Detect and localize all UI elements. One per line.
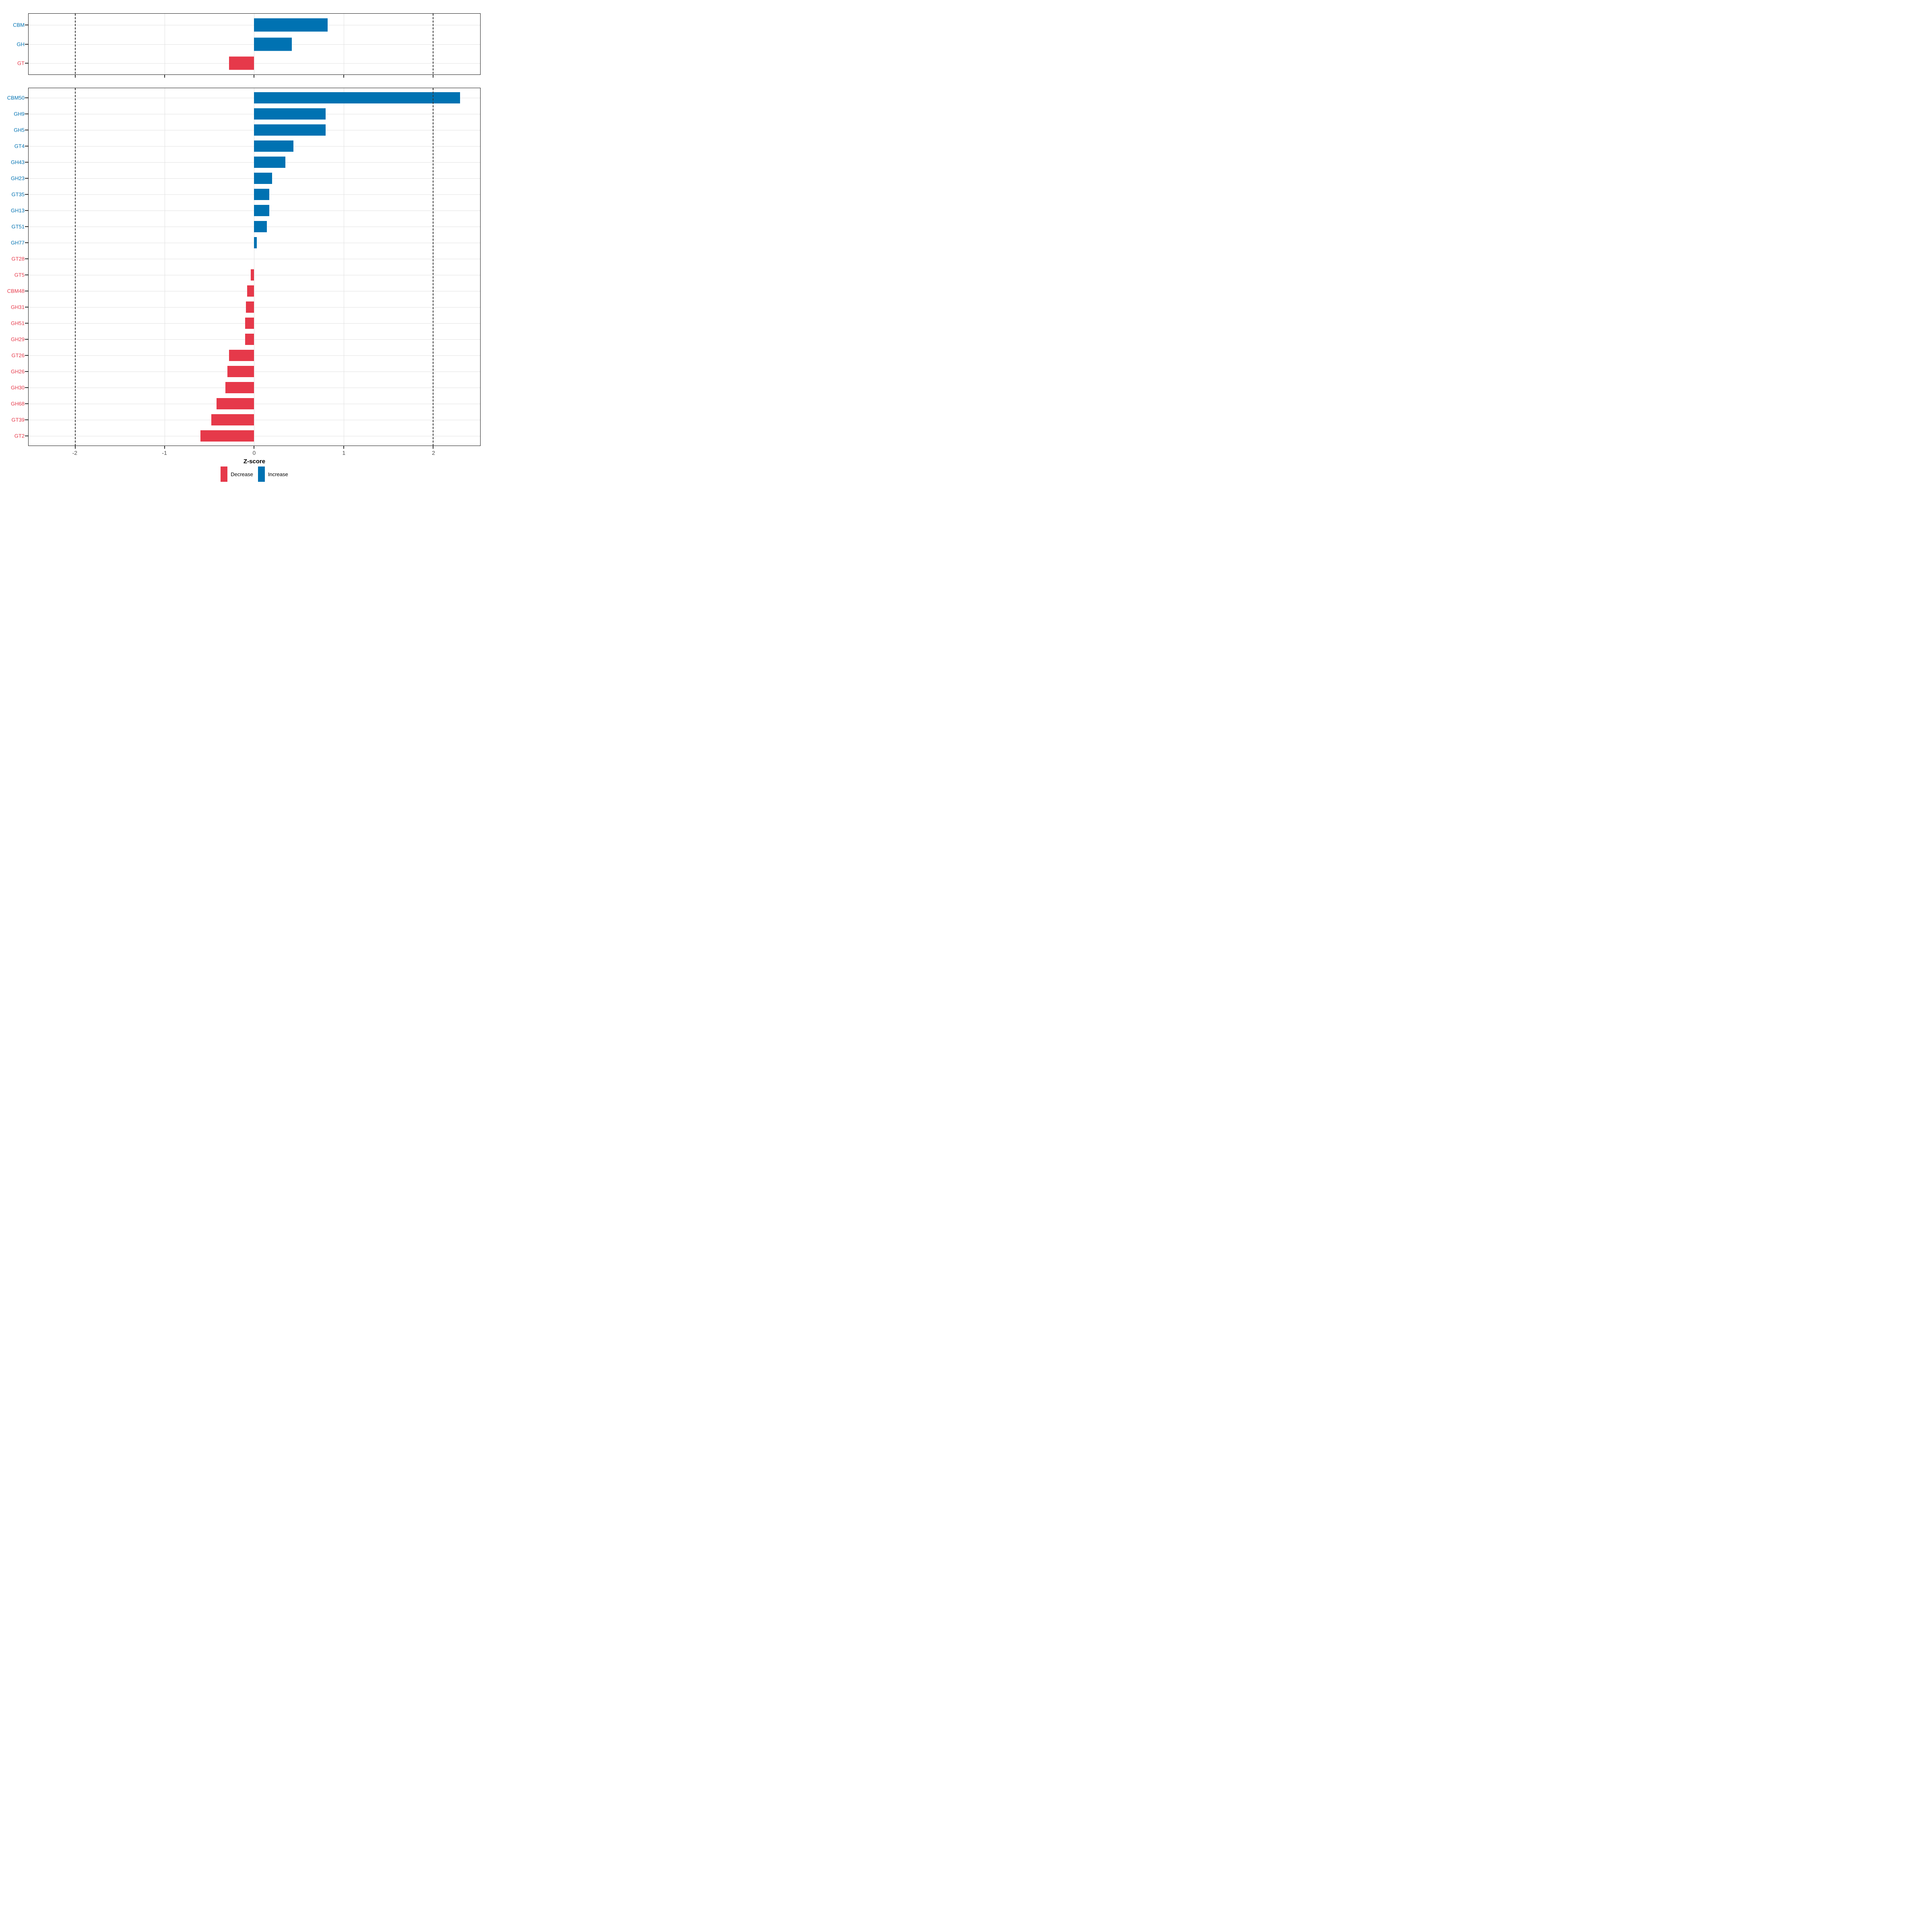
category-label: CBM50 bbox=[7, 95, 25, 101]
y-axis-tick bbox=[25, 371, 28, 372]
bar bbox=[200, 430, 254, 442]
legend-item-decrease: Decrease bbox=[221, 466, 253, 482]
x-axis-tick-label: -1 bbox=[162, 450, 167, 456]
bar bbox=[254, 92, 460, 103]
y-axis-tick bbox=[25, 355, 28, 356]
category-label: GH77 bbox=[11, 239, 25, 246]
bar bbox=[254, 124, 326, 136]
x-axis-tick bbox=[74, 446, 76, 449]
x-axis-tick-label: 0 bbox=[252, 450, 256, 456]
bar bbox=[229, 56, 254, 70]
panel-enzyme-class-summary: CBM GH GT bbox=[13, 13, 481, 78]
legend-label-decrease: Decrease bbox=[231, 471, 253, 477]
bar bbox=[254, 140, 294, 152]
bar bbox=[245, 334, 254, 345]
x-axis-title: Z-score bbox=[243, 458, 266, 465]
category-label: GT39 bbox=[11, 417, 25, 423]
category-label: GT26 bbox=[11, 352, 25, 359]
category-label: GT35 bbox=[11, 191, 25, 198]
category-label: GH23 bbox=[11, 175, 25, 182]
y-gridline bbox=[29, 355, 480, 356]
category-label: GH5 bbox=[14, 127, 25, 133]
y-axis-tick bbox=[25, 210, 28, 211]
x-axis-tick bbox=[164, 446, 165, 449]
y-axis-tick bbox=[25, 178, 28, 179]
legend: Decrease Increase bbox=[28, 466, 481, 482]
bar bbox=[254, 173, 272, 184]
x-axis-tick bbox=[164, 74, 165, 78]
bar bbox=[254, 37, 292, 51]
bar bbox=[254, 108, 326, 120]
category-label: GT bbox=[17, 60, 25, 66]
y-axis-tick bbox=[25, 43, 28, 45]
bar bbox=[245, 317, 254, 329]
y-axis-tick bbox=[25, 307, 28, 308]
z-score-bar-chart-figure: CBM GH GT CBM50 GH9 GH5 GT4 GH43 GH23 GT35 GH13 GT… bbox=[0, 0, 483, 483]
y-axis-tick bbox=[25, 62, 28, 64]
x-axis-tick bbox=[74, 74, 76, 78]
legend-item-increase: Increase bbox=[258, 466, 288, 482]
category-label: GH68 bbox=[11, 400, 25, 407]
x-axis-tick-labels: -2 -1 0 1 2 bbox=[28, 450, 481, 457]
category-label: GH26 bbox=[11, 368, 25, 375]
category-label: GH30 bbox=[11, 384, 25, 391]
bar bbox=[247, 285, 254, 297]
y-axis-tick bbox=[25, 97, 28, 98]
category-label: GT4 bbox=[14, 143, 25, 149]
category-label: GH bbox=[17, 41, 25, 47]
y-axis-tick bbox=[25, 322, 28, 324]
y-gridline bbox=[29, 339, 480, 340]
y-axis-tick bbox=[25, 258, 28, 259]
x-axis-tick-label: -2 bbox=[72, 450, 78, 456]
y-axis-tick bbox=[25, 403, 28, 404]
category-label: GH31 bbox=[11, 304, 25, 310]
y-gridline bbox=[29, 307, 480, 308]
panel-cazyme-families: CBM50 GH9 GH5 GT4 GH43 GH23 GT35 GH13 GT51 GH77 GT… bbox=[7, 88, 481, 449]
y-axis-tick bbox=[25, 226, 28, 227]
x-axis-tick bbox=[343, 446, 344, 449]
bar bbox=[254, 237, 257, 248]
y-axis-tick bbox=[25, 162, 28, 163]
category-label: CBM48 bbox=[7, 288, 25, 294]
bar bbox=[254, 221, 267, 232]
category-label: GT5 bbox=[14, 272, 25, 278]
legend-label-increase: Increase bbox=[268, 471, 288, 477]
x-axis-tick bbox=[343, 74, 344, 78]
bar bbox=[250, 269, 254, 281]
category-label: GH13 bbox=[11, 207, 25, 214]
category-label: GH43 bbox=[11, 159, 25, 165]
bar bbox=[254, 157, 286, 168]
legend-swatch-increase-icon bbox=[258, 466, 265, 482]
bar bbox=[211, 414, 254, 425]
bar bbox=[246, 301, 254, 313]
bar bbox=[227, 366, 254, 377]
y-axis-tick bbox=[25, 419, 28, 420]
x-axis-tick-label: 2 bbox=[432, 450, 435, 456]
y-axis-tick bbox=[25, 339, 28, 340]
category-label: GH51 bbox=[11, 320, 25, 326]
x-axis-tick-label: 1 bbox=[342, 450, 346, 456]
category-label: CBM bbox=[13, 22, 25, 28]
bar bbox=[225, 382, 254, 393]
y-axis-tick bbox=[25, 242, 28, 243]
category-label: GT51 bbox=[11, 223, 25, 230]
category-label: GH29 bbox=[11, 336, 25, 343]
bar bbox=[217, 398, 254, 409]
bar bbox=[254, 189, 270, 200]
y-axis-tick bbox=[25, 194, 28, 195]
y-axis-tick bbox=[25, 387, 28, 388]
y-gridline bbox=[29, 63, 480, 64]
bar bbox=[254, 18, 328, 32]
y-axis-tick bbox=[25, 146, 28, 147]
bar bbox=[229, 350, 254, 361]
reference-dashed-line bbox=[74, 14, 76, 74]
reference-dashed-line bbox=[74, 88, 76, 446]
category-label: GT2 bbox=[14, 433, 25, 439]
bar bbox=[254, 205, 270, 216]
y-gridline bbox=[29, 323, 480, 324]
category-label: GH9 bbox=[14, 111, 25, 117]
category-label: GT28 bbox=[11, 256, 25, 262]
legend-swatch-decrease-icon bbox=[221, 466, 228, 482]
